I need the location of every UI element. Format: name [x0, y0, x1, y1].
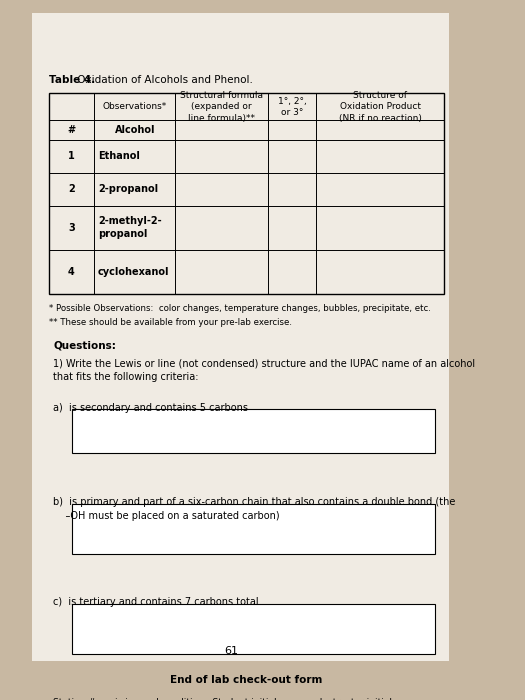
Text: Alcohol: Alcohol — [114, 125, 155, 135]
Text: Observations*: Observations* — [102, 102, 167, 111]
Text: 2-methyl-2-
propanol: 2-methyl-2- propanol — [98, 216, 162, 239]
FancyBboxPatch shape — [46, 671, 447, 700]
Text: Questions:: Questions: — [53, 340, 116, 351]
Text: Table 4.: Table 4. — [49, 76, 95, 85]
Text: 2-propanol: 2-propanol — [98, 184, 158, 194]
Text: Ethanol: Ethanol — [98, 151, 140, 161]
Text: c)  is tertiary and contains 7 carbons total: c) is tertiary and contains 7 carbons to… — [53, 598, 259, 608]
Text: 4: 4 — [68, 267, 75, 276]
Text: Structure of
Oxidation Product
(NR if no reaction): Structure of Oxidation Product (NR if no… — [339, 92, 422, 122]
Text: ** These should be available from your pre-lab exercise.: ** These should be available from your p… — [49, 318, 291, 328]
Text: 3: 3 — [68, 223, 75, 232]
Text: * Possible Observations:  color changes, temperature changes, bubbles, precipita: * Possible Observations: color changes, … — [49, 304, 430, 313]
FancyBboxPatch shape — [33, 13, 449, 661]
Text: 2: 2 — [68, 184, 75, 194]
Text: b)  is primary and part of a six-carbon chain that also contains a double bond (: b) is primary and part of a six-carbon c… — [53, 497, 456, 521]
Text: 61: 61 — [225, 646, 238, 656]
Text: Station #___  is in good condition.  Student initials ______   Instructor initia: Station #___ is in good condition. Stude… — [53, 698, 422, 700]
Text: a)  is secondary and contains 5 carbons: a) is secondary and contains 5 carbons — [53, 402, 248, 412]
FancyBboxPatch shape — [72, 604, 435, 655]
Text: 1: 1 — [68, 151, 75, 161]
FancyBboxPatch shape — [72, 504, 435, 554]
Text: 1°, 2°,
or 3°: 1°, 2°, or 3° — [278, 97, 307, 117]
Text: End of lab check-out form: End of lab check-out form — [170, 676, 323, 685]
Text: Structural formula
(expanded or
line formula)**: Structural formula (expanded or line for… — [180, 92, 263, 122]
Text: 1) Write the Lewis or line (not condensed) structure and the IUPAC name of an al: 1) Write the Lewis or line (not condense… — [53, 358, 475, 382]
Text: #: # — [67, 125, 76, 135]
FancyBboxPatch shape — [72, 410, 435, 453]
Text: cyclohexanol: cyclohexanol — [98, 267, 170, 276]
Text: Oxidation of Alcohols and Phenol.: Oxidation of Alcohols and Phenol. — [74, 76, 253, 85]
